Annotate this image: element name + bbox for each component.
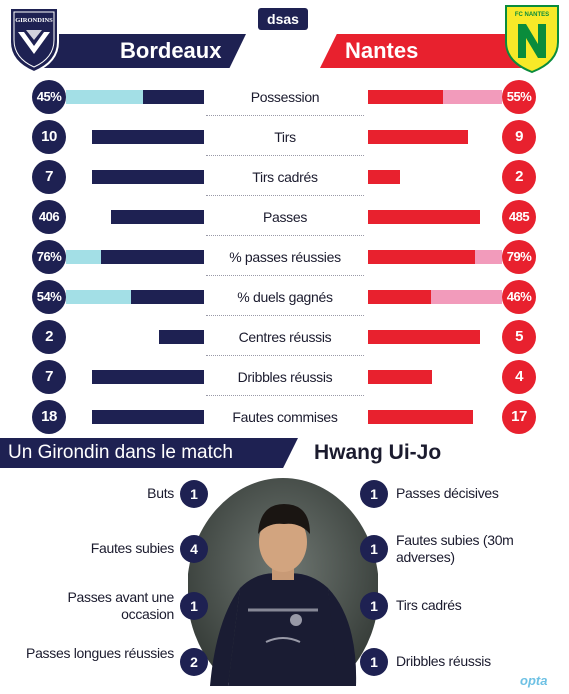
player-stat-value: 1 xyxy=(360,480,388,508)
player-stat-label: Tirs cadrés xyxy=(396,597,462,613)
match-stats-chart: Possession 45% 55% Tirs 10 9 Tirs cadrés 7 2 Pass… xyxy=(0,74,569,436)
row-divider xyxy=(206,115,364,116)
away-value: 485 xyxy=(502,200,536,234)
nantes-crest-icon: FC NANTES xyxy=(505,5,559,74)
away-value: 46% xyxy=(502,280,536,314)
stat-row: Possession 45% 55% xyxy=(0,74,569,116)
nantes-crest-text: FC NANTES xyxy=(515,12,549,18)
row-divider xyxy=(206,355,364,356)
stat-row: % passes réussies 76% 79% xyxy=(0,234,569,276)
home-value: 76% xyxy=(32,240,66,274)
away-bar xyxy=(368,130,469,144)
player-stat-label: Passes avant une occasion xyxy=(67,589,175,622)
player-stat-label: Dribbles réussis xyxy=(396,653,491,669)
away-value: 9 xyxy=(502,120,536,154)
away-value: 5 xyxy=(502,320,536,354)
stat-row: Centres réussis 2 5 xyxy=(0,314,569,356)
away-value: 79% xyxy=(502,240,536,274)
home-value: 18 xyxy=(32,400,66,434)
player-stat-value: 4 xyxy=(180,535,208,563)
stat-label: % passes réussies xyxy=(229,249,341,265)
away-value: 55% xyxy=(502,80,536,114)
row-divider xyxy=(206,235,364,236)
bordeaux-crest-icon: GIRONDINS xyxy=(9,7,59,74)
home-team-band xyxy=(40,34,246,68)
player-section-title: Un Girondin dans le match xyxy=(0,438,298,468)
brand-logo: dsas xyxy=(258,8,308,30)
stat-label: Centres réussis xyxy=(238,329,332,345)
row-divider xyxy=(206,315,364,316)
home-bar xyxy=(92,130,204,144)
source-credit: opta xyxy=(520,673,548,688)
home-team-name: Bordeaux xyxy=(120,38,222,63)
player-stat-value: 1 xyxy=(360,648,388,676)
home-value: 406 xyxy=(32,200,66,234)
player-stat-value: 1 xyxy=(360,592,388,620)
player-stat-label: Passes longues réussies xyxy=(26,645,174,661)
home-bar xyxy=(100,250,204,264)
player-name: Hwang Ui-Jo xyxy=(314,441,442,464)
stat-row: Dribbles réussis 7 4 xyxy=(0,354,569,396)
away-bar xyxy=(368,330,480,344)
player-stat-label: Fautes subies xyxy=(90,540,175,556)
stat-row: Passes 406 485 xyxy=(0,194,569,236)
away-bar xyxy=(368,290,431,304)
stat-row: Fautes commises 18 17 xyxy=(0,394,569,434)
home-value: 45% xyxy=(32,80,66,114)
home-bar xyxy=(159,330,204,344)
player-photo xyxy=(188,470,378,686)
home-bar xyxy=(110,210,204,224)
stat-row: Tirs cadrés 7 2 xyxy=(0,154,569,196)
home-value: 54% xyxy=(32,280,66,314)
away-team-band xyxy=(320,34,530,68)
row-divider xyxy=(206,275,364,276)
away-value: 2 xyxy=(502,160,536,194)
player-stat-value: 1 xyxy=(180,480,208,508)
home-bar xyxy=(92,410,204,424)
player-stat-label: Fautes subies (30m adverses) xyxy=(396,532,514,565)
stat-label: Possession xyxy=(250,89,320,105)
stat-label: Tirs xyxy=(274,129,296,145)
stat-label: Tirs cadrés xyxy=(252,169,318,185)
row-divider xyxy=(206,195,364,196)
stat-label: % duels gagnés xyxy=(237,289,333,305)
player-stat-label: Buts xyxy=(147,485,174,501)
player-stat-label: Passes décisives xyxy=(396,485,499,501)
stat-label: Dribbles réussis xyxy=(237,369,333,385)
stat-row: Tirs 10 9 xyxy=(0,114,569,156)
away-bar xyxy=(368,210,480,224)
bordeaux-crest-text: GIRONDINS xyxy=(15,17,53,24)
away-bar xyxy=(368,90,443,104)
home-bar xyxy=(142,90,204,104)
home-bar xyxy=(92,170,204,184)
player-stat-value: 1 xyxy=(360,535,388,563)
row-divider xyxy=(206,395,364,396)
home-value: 7 xyxy=(32,160,66,194)
away-value: 17 xyxy=(502,400,536,434)
away-bar xyxy=(368,370,432,384)
home-bar xyxy=(92,370,204,384)
away-value: 4 xyxy=(502,360,536,394)
row-divider xyxy=(206,155,364,156)
stat-label: Passes xyxy=(262,209,308,225)
player-stat-value: 2 xyxy=(180,648,208,676)
stat-label: Fautes commises xyxy=(232,409,338,425)
away-bar xyxy=(368,250,476,264)
home-value: 2 xyxy=(32,320,66,354)
home-bar xyxy=(130,290,204,304)
player-stat-value: 1 xyxy=(180,592,208,620)
away-team-name: Nantes xyxy=(345,38,419,63)
home-value: 7 xyxy=(32,360,66,394)
away-bar xyxy=(368,410,474,424)
away-bar xyxy=(368,170,400,184)
brand-text: dsas xyxy=(267,11,299,27)
home-value: 10 xyxy=(32,120,66,154)
match-header: Bordeaux Nantes dsas GIRONDINS FC NANTES xyxy=(0,0,569,84)
stat-row: % duels gagnés 54% 46% xyxy=(0,274,569,316)
